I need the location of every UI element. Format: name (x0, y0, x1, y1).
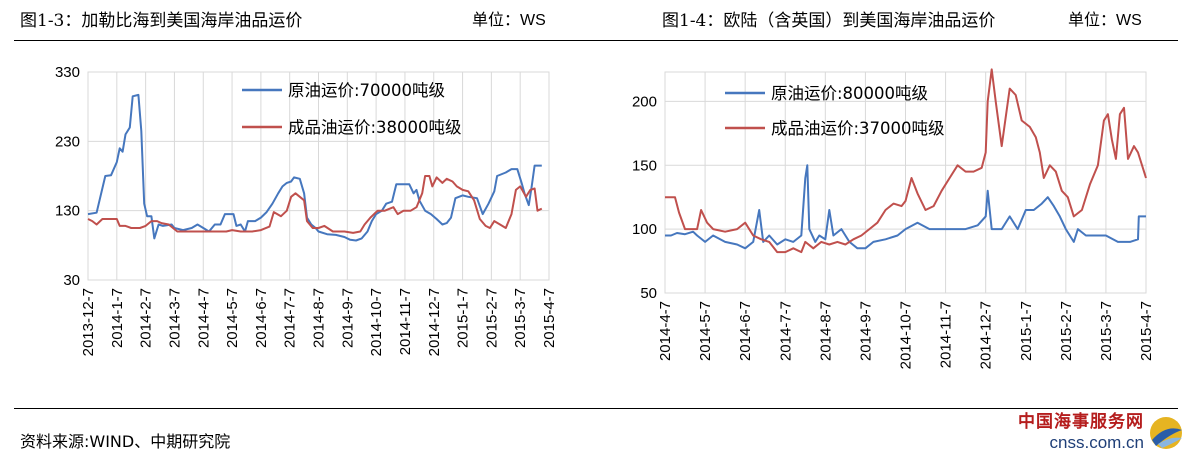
series-line-blue (87, 93, 542, 242)
x-tick-label: 2015-4-7 (541, 288, 558, 348)
x-tick-label: 2015-3-7 (512, 288, 529, 348)
x-tick-label: 2014-5-7 (224, 288, 241, 348)
x-tick-label: 2015-1-7 (1018, 301, 1035, 361)
brand-logo-icon (1150, 417, 1182, 449)
x-tick-label: 2014-12-7 (978, 301, 995, 369)
series-line-blue (665, 164, 1146, 250)
x-tick-label: 2014-7-7 (777, 301, 794, 361)
right-chart-unit: 单位：WS (1068, 12, 1142, 29)
top-rule (14, 40, 1178, 41)
x-tick-label: 2015-2-7 (483, 288, 500, 348)
brand-name: 中国海事服务网 (1018, 412, 1144, 432)
x-tick-label: 2014-11-7 (397, 288, 414, 355)
y-tick-label: 50 (640, 285, 657, 302)
x-tick-label: 2014-12-7 (426, 288, 443, 356)
chart-1: 30 130 230 330 2013-12-7 2014-1-7 2014-2-7 2014… (55, 64, 558, 356)
x-tick-label: 2014-4-7 (657, 301, 674, 361)
y-tick-label: 200 (632, 93, 657, 110)
y-tick-label: 330 (55, 64, 80, 81)
right-chart-title: 图1-4：欧陆（含英国）到美国海岸油品运价 (662, 11, 996, 31)
legend-label: 成品油运价:37000吨级 (771, 119, 945, 138)
series-line-red (87, 175, 543, 234)
x-tick-label: 2014-7-7 (282, 288, 299, 348)
x-tick-label: 2015-3-7 (1098, 301, 1115, 361)
x-tick-label: 2014-8-7 (311, 288, 328, 348)
x-tick-label: 2014-5-7 (697, 301, 714, 361)
x-tick-label: 2015-1-7 (455, 288, 472, 348)
x-tick-label: 2014-8-7 (817, 301, 834, 361)
x-tick-label: 2014-11-7 (938, 301, 955, 368)
y-tick-label: 230 (55, 133, 80, 150)
x-tick-label: 2014-6-7 (737, 301, 754, 361)
y-tick-label: 100 (632, 221, 657, 238)
x-tick-label: 2014-3-7 (166, 288, 183, 348)
x-tick-label: 2015-4-7 (1138, 301, 1155, 361)
x-tick-label: 2014-4-7 (195, 288, 212, 348)
chart-2: 50 100 150 200 2014-4-7 2014-5-7 2014-6-7 2014-… (632, 68, 1155, 369)
x-tick-label: 2014-10-7 (898, 301, 915, 369)
y-tick-label: 130 (55, 203, 80, 220)
x-tick-label: 2014-1-7 (109, 288, 126, 348)
x-tick-label: 2014-2-7 (138, 288, 155, 348)
y-tick-label: 30 (63, 272, 80, 289)
x-tick-label: 2014-9-7 (857, 301, 874, 361)
series-line-red (665, 68, 1147, 254)
x-tick-label: 2014-9-7 (339, 288, 356, 348)
x-tick-label: 2013-12-7 (80, 288, 97, 356)
data-source: 资料来源:WIND、中期研究院 (20, 432, 231, 451)
legend-label: 原油运价:70000吨级 (288, 81, 445, 100)
y-tick-label: 150 (632, 157, 657, 174)
x-tick-label: 2014-10-7 (368, 288, 385, 356)
brand-url: cnss.com.cn (1049, 433, 1144, 452)
brand-block: 中国海事服务网 cnss.com.cn (1018, 412, 1144, 452)
legend-label: 成品油运价:38000吨级 (288, 118, 462, 137)
x-tick-label: 2015-2-7 (1058, 301, 1075, 361)
left-chart-unit: 单位：WS (472, 12, 546, 29)
legend-label: 原油运价:80000吨级 (771, 84, 928, 103)
x-tick-label: 2014-6-7 (253, 288, 270, 348)
left-chart-title: 图1-3：加勒比海到美国海岸油品运价 (20, 11, 303, 31)
bottom-rule (14, 408, 1178, 409)
